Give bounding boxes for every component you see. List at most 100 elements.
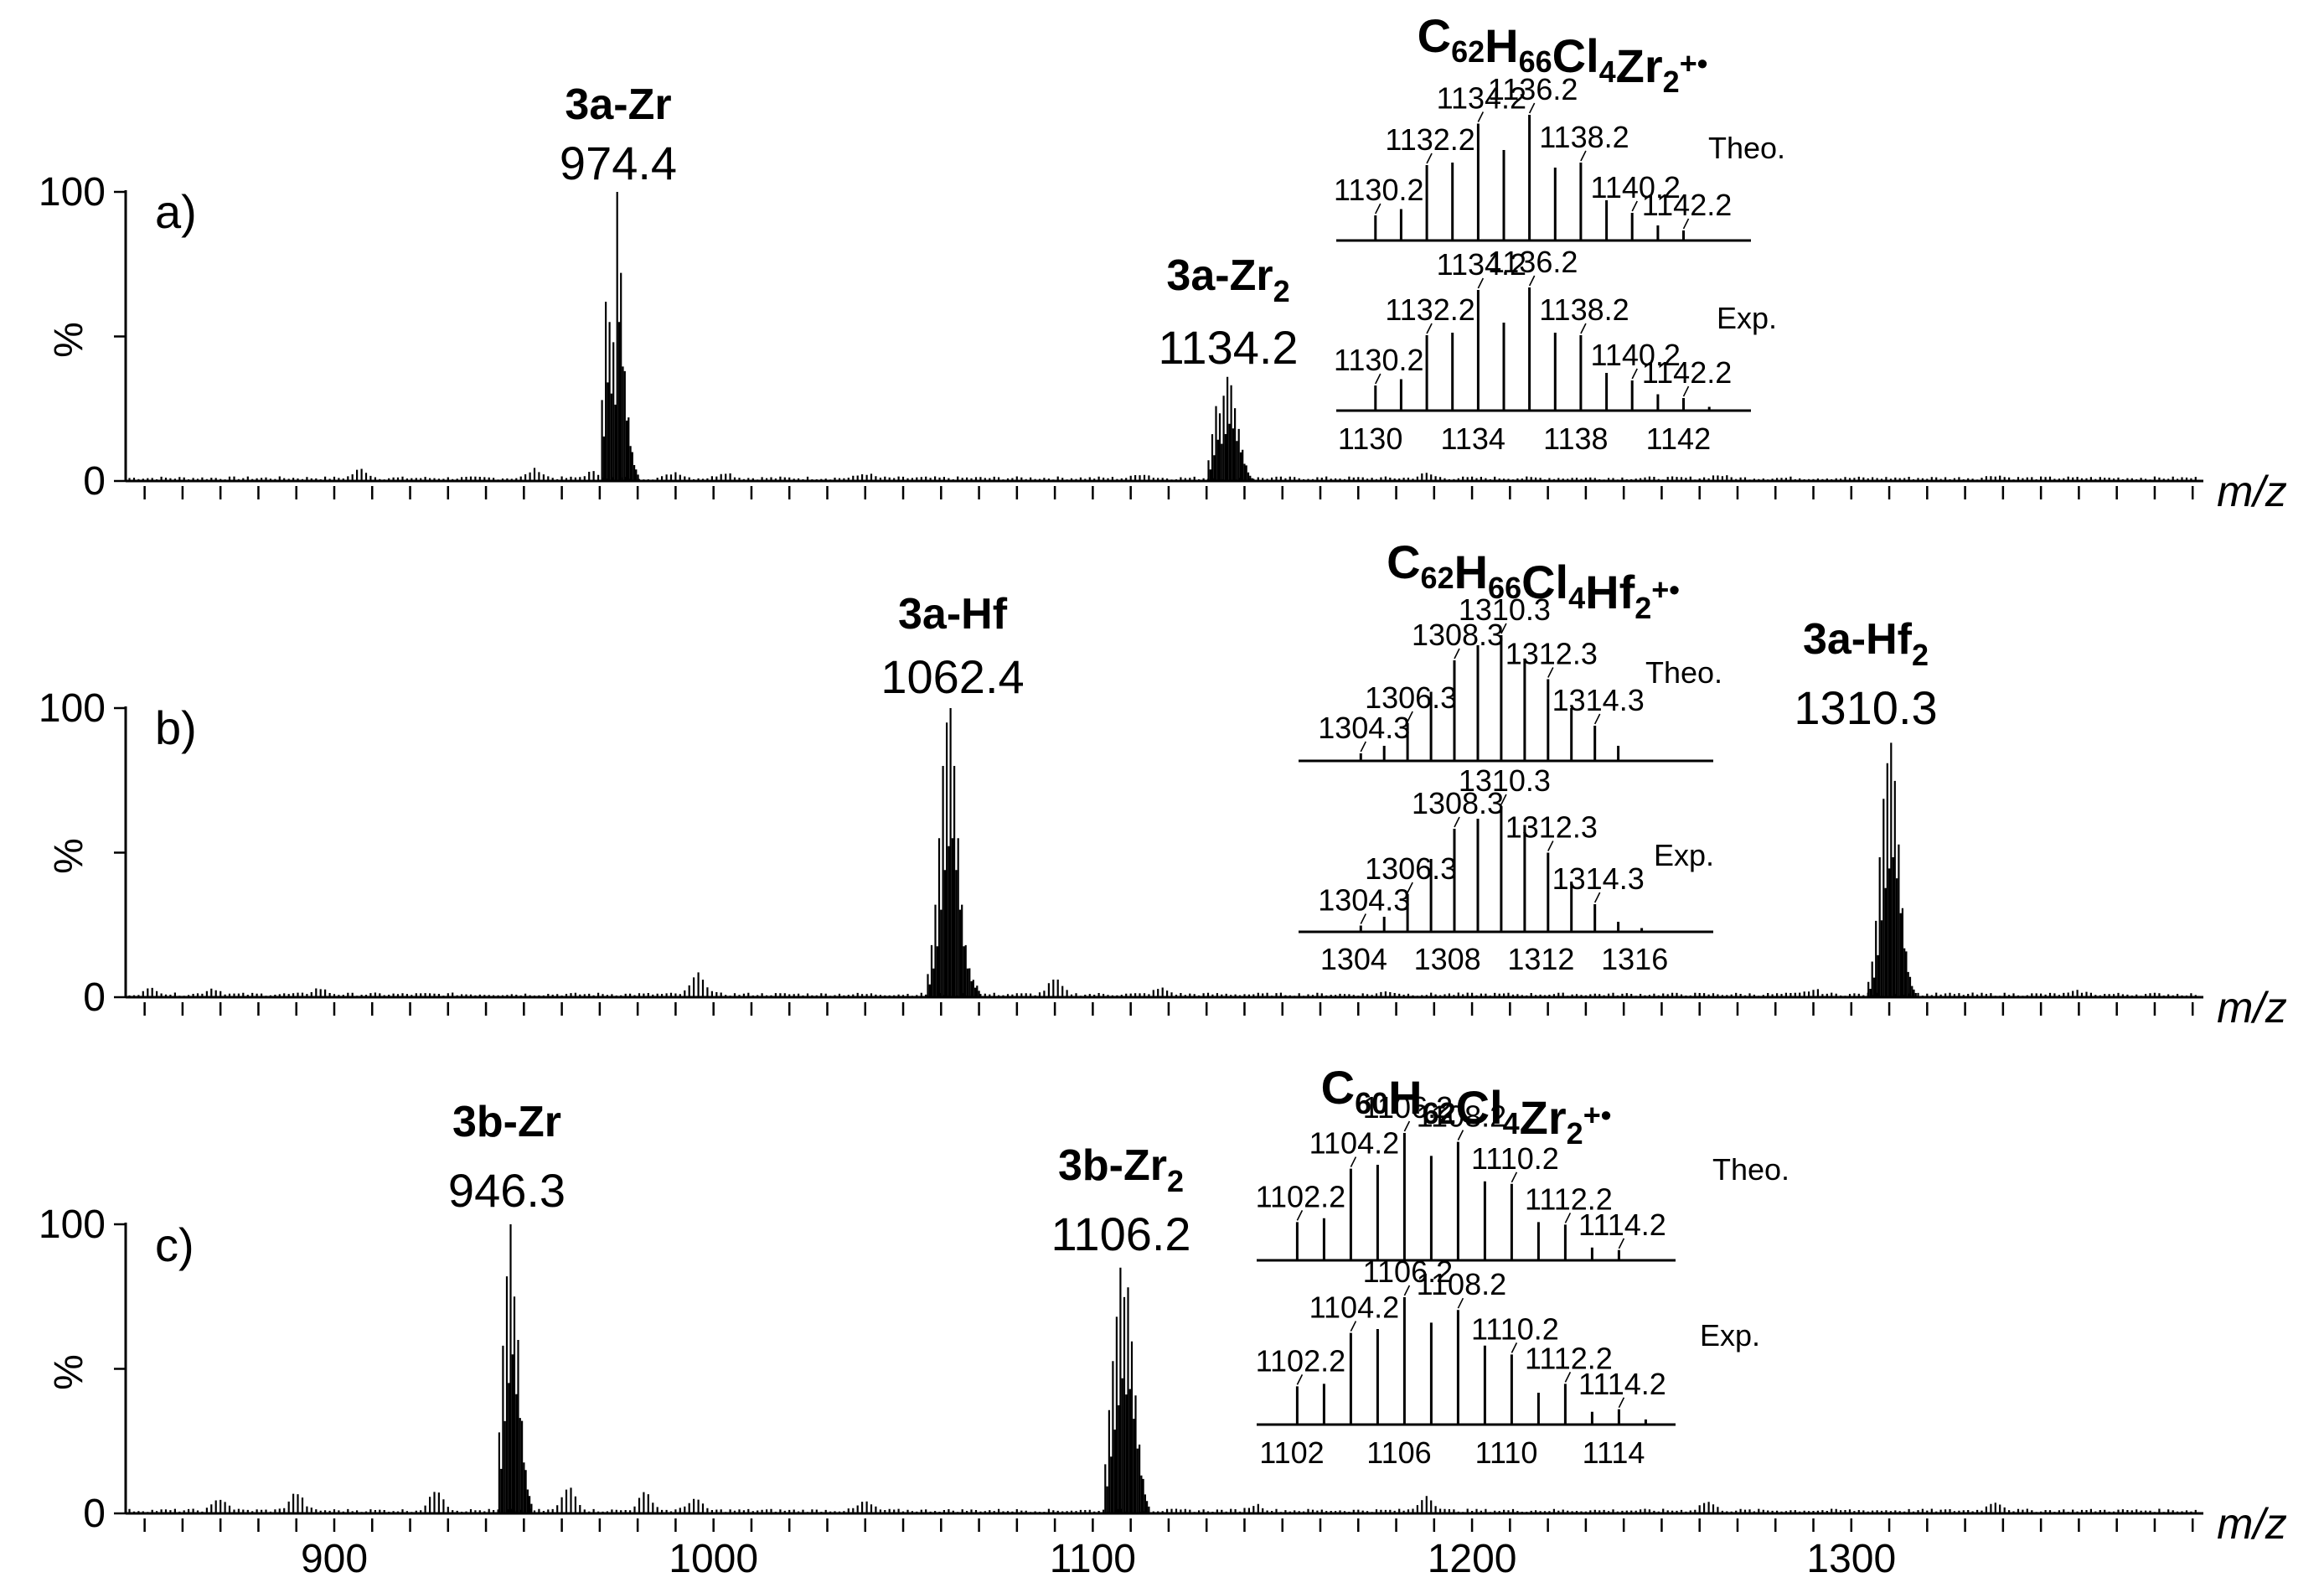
subscript: 2 [1167,1164,1184,1198]
y-tick-label-0: 0 [83,1492,106,1536]
peak-mz-label: 1134.2 [1158,321,1298,374]
formula-subscript: 62 [1421,561,1454,595]
theo-leader [1403,1120,1411,1132]
panel-a: 1000%m/za)3a-Zr974.43a-Zr21134.2C62H66Cl… [39,9,2287,516]
peak-b-0 [927,708,980,997]
peak-a-0 [601,192,639,481]
exp-leader [1500,794,1507,805]
theo-leader [1580,150,1587,162]
formula-element: Hf [1585,566,1635,618]
exp-peak-label: 1308.3 [1412,786,1504,820]
exp-peak-label: 1104.2 [1309,1290,1399,1325]
theo-peak-label: 1314.3 [1552,683,1645,717]
x-tick-label: 1000 [669,1537,758,1581]
inset-axis-tick-label: 1110 [1475,1435,1538,1470]
theo-leader [1618,1238,1625,1249]
x-tick-label: 1300 [1806,1537,1896,1581]
y-axis-label: % [47,1354,91,1390]
theo-leader [1593,713,1601,725]
formula-element: Cl [1456,1081,1503,1134]
theo-leader [1407,711,1413,722]
exp-peak-label: 1130.2 [1334,343,1423,377]
inset-axis-tick-label: 1304 [1320,942,1387,976]
exp-leader [1403,1285,1411,1296]
exp-peak-label: 1142.2 [1642,355,1732,390]
exp-label: Exp. [1700,1318,1760,1352]
formula-subscript: 2 [1567,1116,1583,1151]
theo-peak-label: 1132.2 [1385,122,1474,157]
formula-charge: +• [1583,1098,1612,1132]
theo-peak-label: 1306.3 [1365,680,1457,715]
x-axis-label: m/z [2217,1500,2287,1549]
formula-title: C62H66Cl4Zr2+• [1418,9,1708,99]
y-tick-label-0: 0 [83,459,106,504]
exp-peak-label: 1304.3 [1318,883,1410,918]
theo-leader [1547,667,1554,678]
formula-element: H [1388,1071,1422,1124]
exp-leader [1454,816,1460,828]
theo-leader [1350,1156,1357,1167]
theo-leader [1682,218,1690,230]
exp-peak-label: 1140.2 [1591,338,1681,372]
inset-axis-tick-label: 1134 [1441,422,1505,456]
exp-peak-label: 1108.2 [1417,1267,1506,1301]
formula-subscript: 4 [1503,1106,1520,1140]
theo-leader [1457,1130,1464,1140]
y-tick-label-100: 100 [39,170,106,215]
theo-peak-label: 1140.2 [1591,170,1681,204]
theo-leader [1631,200,1638,212]
x-axis-label: m/z [2217,984,2287,1032]
y-tick-label-100: 100 [39,686,106,731]
theo-leader [1500,623,1507,634]
exp-sticks [1374,287,1711,411]
inset-c: C60H62Cl4Zr2+•1102.21104.21106.21108.211… [1256,1061,1789,1470]
exp-peak-label: 1306.3 [1365,851,1457,886]
y-tick-label-0: 0 [83,975,106,1020]
x-tick-label: 1200 [1428,1537,1517,1581]
peak-mz-label: 1062.4 [881,650,1024,703]
formula-element: Cl [1552,29,1599,82]
peak-name-label: 3b-Zr [452,1098,561,1146]
exp-peak-label: 1132.2 [1385,292,1474,327]
formula-subscript: 66 [1519,44,1552,79]
baseline-noise [128,972,2197,997]
exp-leader [1631,368,1638,380]
theo-peak-label: 1114.2 [1578,1208,1666,1242]
inset-axis-tick-label: 1308 [1414,942,1481,976]
subscript: 2 [1273,274,1290,308]
baseline-noise [128,1487,2197,1513]
exp-leader [1407,882,1413,893]
exp-sticks [1295,1297,1647,1425]
theo-leader [1528,102,1536,114]
theo-peak-label: 1138.2 [1539,120,1629,154]
exp-peak-label: 1102.2 [1256,1343,1345,1378]
peak-name-label: 3a-Hf2 [1803,615,1929,672]
theo-peak-label: 1104.2 [1309,1126,1399,1161]
theo-peak-label: 1136.2 [1488,72,1578,106]
y-axis-label: % [47,322,91,358]
inset-axis-tick-label: 1130 [1338,422,1402,456]
peak-mz-label: 1106.2 [1051,1208,1190,1260]
inset-axis-tick-label: 1138 [1543,422,1608,456]
exp-label: Exp. [1717,301,1777,335]
peak-name-label: 3b-Zr2 [1058,1141,1184,1198]
exp-leader [1564,1372,1572,1383]
peak-c-1 [1104,1267,1150,1513]
exp-leader [1360,913,1366,924]
exp-leader [1593,892,1601,903]
exp-leader [1375,373,1381,385]
peak-c-0 [498,1224,533,1513]
theo-leader [1454,648,1460,659]
exp-sticks [1359,806,1644,932]
formula-element: Cl [1521,556,1568,608]
inset-axis-tick-label: 1114 [1583,1435,1645,1470]
peak-a-1 [1207,376,1253,481]
formula-element: H [1454,546,1488,598]
x-axis-label: m/z [2217,468,2287,516]
theo-label: Theo. [1708,131,1785,165]
theo-leader [1360,741,1366,753]
panel-label: b) [155,701,197,754]
exp-leader [1426,323,1433,334]
exp-leader [1528,275,1536,287]
